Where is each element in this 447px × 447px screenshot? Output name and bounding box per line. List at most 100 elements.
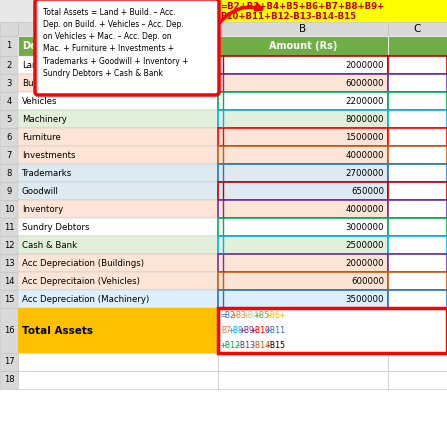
Bar (0, 146, 18, 164)
Bar (388, 182, 447, 200)
Bar (0, 36, 18, 56)
Bar (218, 272, 388, 290)
Bar (0, 74, 18, 92)
Bar (218, 0, 447, 22)
Text: 18: 18 (4, 375, 14, 384)
Text: +B9: +B9 (240, 326, 255, 335)
Bar (218, 128, 388, 146)
Bar (218, 22, 388, 36)
Bar (388, 254, 447, 272)
Bar (218, 290, 388, 308)
Bar (218, 182, 388, 200)
Text: Buildings: Buildings (22, 79, 62, 88)
Text: B10+B11+B12-B13-B14-B15: B10+B11+B12-B13-B14-B15 (220, 12, 356, 21)
Bar (18, 164, 218, 182)
Text: Furniture: Furniture (22, 132, 61, 142)
Bar (388, 146, 447, 164)
Bar (218, 254, 388, 272)
Bar (388, 74, 447, 92)
Bar (0, 56, 18, 74)
Text: Trademarks: Trademarks (22, 169, 72, 177)
Text: +B3: +B3 (232, 311, 247, 320)
Bar (218, 74, 388, 92)
Text: -B14: -B14 (251, 341, 271, 350)
Bar (18, 22, 218, 36)
Text: +B8: +B8 (228, 326, 244, 335)
Bar (18, 92, 218, 110)
Text: Sundry Debtors: Sundry Debtors (22, 223, 89, 232)
Text: 11: 11 (4, 223, 14, 232)
Text: B7: B7 (221, 326, 231, 335)
Bar (0, 272, 18, 290)
Text: Machinery: Machinery (22, 114, 67, 123)
Text: 2000000: 2000000 (346, 258, 384, 267)
Text: 1500000: 1500000 (346, 132, 384, 142)
Bar (218, 218, 388, 236)
Bar (0, 353, 18, 371)
Text: 2700000: 2700000 (346, 169, 384, 177)
Text: C: C (414, 24, 421, 34)
Bar (388, 290, 447, 308)
Bar (18, 74, 218, 92)
Text: 9: 9 (6, 186, 12, 195)
Text: 8000000: 8000000 (346, 114, 384, 123)
Bar (0, 290, 18, 308)
Bar (388, 22, 447, 36)
Text: 7: 7 (6, 151, 12, 160)
Bar (0, 236, 18, 254)
Bar (388, 36, 447, 56)
Text: -B15: -B15 (266, 341, 286, 350)
Bar (388, 353, 447, 371)
Bar (18, 290, 218, 308)
Bar (18, 36, 218, 56)
Text: Acc Depreciation (Machinery): Acc Depreciation (Machinery) (22, 295, 149, 304)
Bar (18, 272, 218, 290)
Text: Details: Details (22, 41, 60, 51)
Bar (388, 236, 447, 254)
Bar (218, 236, 388, 254)
Bar (0, 0, 218, 22)
Text: +B5: +B5 (254, 311, 270, 320)
Bar (218, 164, 388, 182)
Bar (18, 182, 218, 200)
Text: Total Assets = Land + Build. – Acc.
Dep. on Build. + Vehicles – Acc. Dep.
on Veh: Total Assets = Land + Build. – Acc. Dep.… (43, 8, 189, 78)
Text: 13: 13 (4, 258, 14, 267)
Text: 5: 5 (6, 114, 12, 123)
Text: 3000000: 3000000 (346, 223, 384, 232)
Bar (18, 128, 218, 146)
Bar (218, 92, 388, 110)
Text: 12: 12 (4, 240, 14, 249)
Text: 2200000: 2200000 (346, 97, 384, 105)
Bar (18, 254, 218, 272)
Text: =B2+B3+B4+B5+B6+B7+B8+B9+: =B2+B3+B4+B5+B6+B7+B8+B9+ (220, 2, 384, 11)
Text: Cash & Bank: Cash & Bank (22, 240, 77, 249)
Bar (18, 146, 218, 164)
Text: 4: 4 (6, 97, 12, 105)
Bar (18, 371, 218, 389)
Text: 3: 3 (6, 79, 12, 88)
Text: 17: 17 (4, 358, 14, 367)
Text: 3500000: 3500000 (346, 295, 384, 304)
Text: 6: 6 (6, 132, 12, 142)
Text: 1: 1 (6, 42, 12, 51)
Text: +B11: +B11 (266, 326, 286, 335)
Bar (18, 200, 218, 218)
Text: B: B (299, 24, 307, 34)
Text: 2500000: 2500000 (346, 240, 384, 249)
FancyBboxPatch shape (35, 0, 219, 95)
Text: Investments: Investments (22, 151, 76, 160)
Text: Inventory: Inventory (22, 204, 63, 214)
Bar (388, 92, 447, 110)
Bar (388, 200, 447, 218)
Bar (18, 110, 218, 128)
Text: +B6+: +B6+ (266, 311, 286, 320)
Bar (18, 218, 218, 236)
Bar (18, 56, 218, 74)
Text: 2: 2 (6, 60, 12, 69)
Bar (0, 92, 18, 110)
Bar (18, 308, 218, 353)
Text: 4000000: 4000000 (346, 204, 384, 214)
Text: -B13: -B13 (236, 341, 256, 350)
Text: Amount (Rs): Amount (Rs) (269, 41, 337, 51)
Text: Total Assets: Total Assets (22, 325, 93, 336)
